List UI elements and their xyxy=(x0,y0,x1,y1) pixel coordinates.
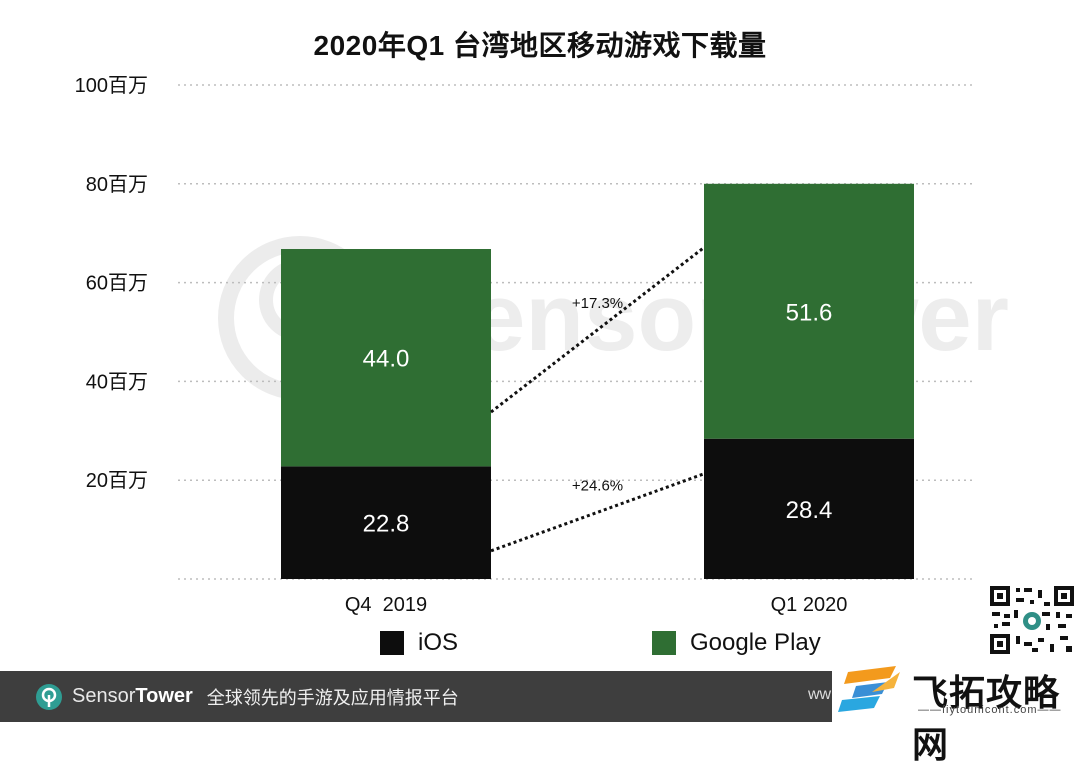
legend-item-ios: iOS xyxy=(380,628,458,658)
qr-code-icon xyxy=(988,584,1076,656)
y-axis-ticks: 20百万 40百万 60百万 80百万 100百万 xyxy=(75,75,148,492)
data-label: 28.4 xyxy=(786,497,833,524)
data-label: 51.6 xyxy=(786,299,833,326)
legend-label-google-play: Google Play xyxy=(690,629,821,656)
y-tick-label: 80百万 xyxy=(86,174,148,196)
legend-label-ios: iOS xyxy=(418,629,459,656)
x-tick-label: Q4 2019 xyxy=(345,594,427,616)
bar-segment-google-play xyxy=(704,183,914,439)
footer-url[interactable]: ww xyxy=(808,686,832,703)
bar-segment-google-play xyxy=(281,249,491,467)
data-label: 44.0 xyxy=(363,346,410,373)
site-watermark: 飞拓攻略网 ——fiytounicont.com—— xyxy=(832,662,1080,765)
y-tick-label: 20百万 xyxy=(86,470,148,492)
y-tick-label: 40百万 xyxy=(86,371,148,393)
site-logo-icon xyxy=(838,666,900,712)
growth-annotations: +17.3% +24.6% xyxy=(490,246,705,553)
bar-segment-ios xyxy=(281,466,491,579)
bar-segment-ios xyxy=(704,438,914,579)
x-axis-ticks: Q4 2019 Q1 2020 xyxy=(345,594,848,616)
site-watermark-name: 飞拓攻略网 xyxy=(912,672,1061,765)
legend-item-google-play: Google Play xyxy=(652,628,821,658)
legend-swatch-google-play xyxy=(652,631,676,655)
growth-line xyxy=(490,472,705,553)
data-label: 22.8 xyxy=(363,511,410,538)
growth-line xyxy=(490,246,705,414)
y-tick-label: 100百万 xyxy=(75,75,148,97)
x-tick-label: Q1 2020 xyxy=(771,594,848,616)
growth-label: +24.6% xyxy=(572,477,623,494)
site-watermark-domain: ——fiytounicont.com—— xyxy=(918,704,1062,716)
y-tick-label: 60百万 xyxy=(86,273,148,295)
sensortower-logo-icon xyxy=(36,683,62,710)
legend-swatch-ios xyxy=(380,631,404,655)
growth-label: +17.3% xyxy=(572,295,623,312)
bars: 22.8 44.0 28.4 51.6 xyxy=(281,183,914,579)
footer-brand: SensorTower xyxy=(72,685,193,707)
chart-title: 2020年Q1 台湾地区移动游戏下载量 xyxy=(313,30,767,61)
footer-slogan: 全球领先的手游及应用情报平台 xyxy=(206,687,459,708)
